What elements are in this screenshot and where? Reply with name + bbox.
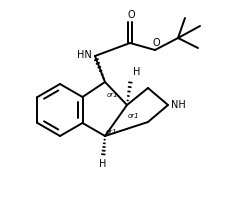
Text: NH: NH [171,100,186,110]
Text: or1: or1 [107,92,119,98]
Text: O: O [152,38,160,48]
Text: O: O [127,10,135,20]
Text: H: H [133,67,140,77]
Text: HN: HN [77,50,92,60]
Text: or1: or1 [128,113,140,119]
Text: H: H [99,159,107,169]
Text: or1: or1 [106,129,118,135]
